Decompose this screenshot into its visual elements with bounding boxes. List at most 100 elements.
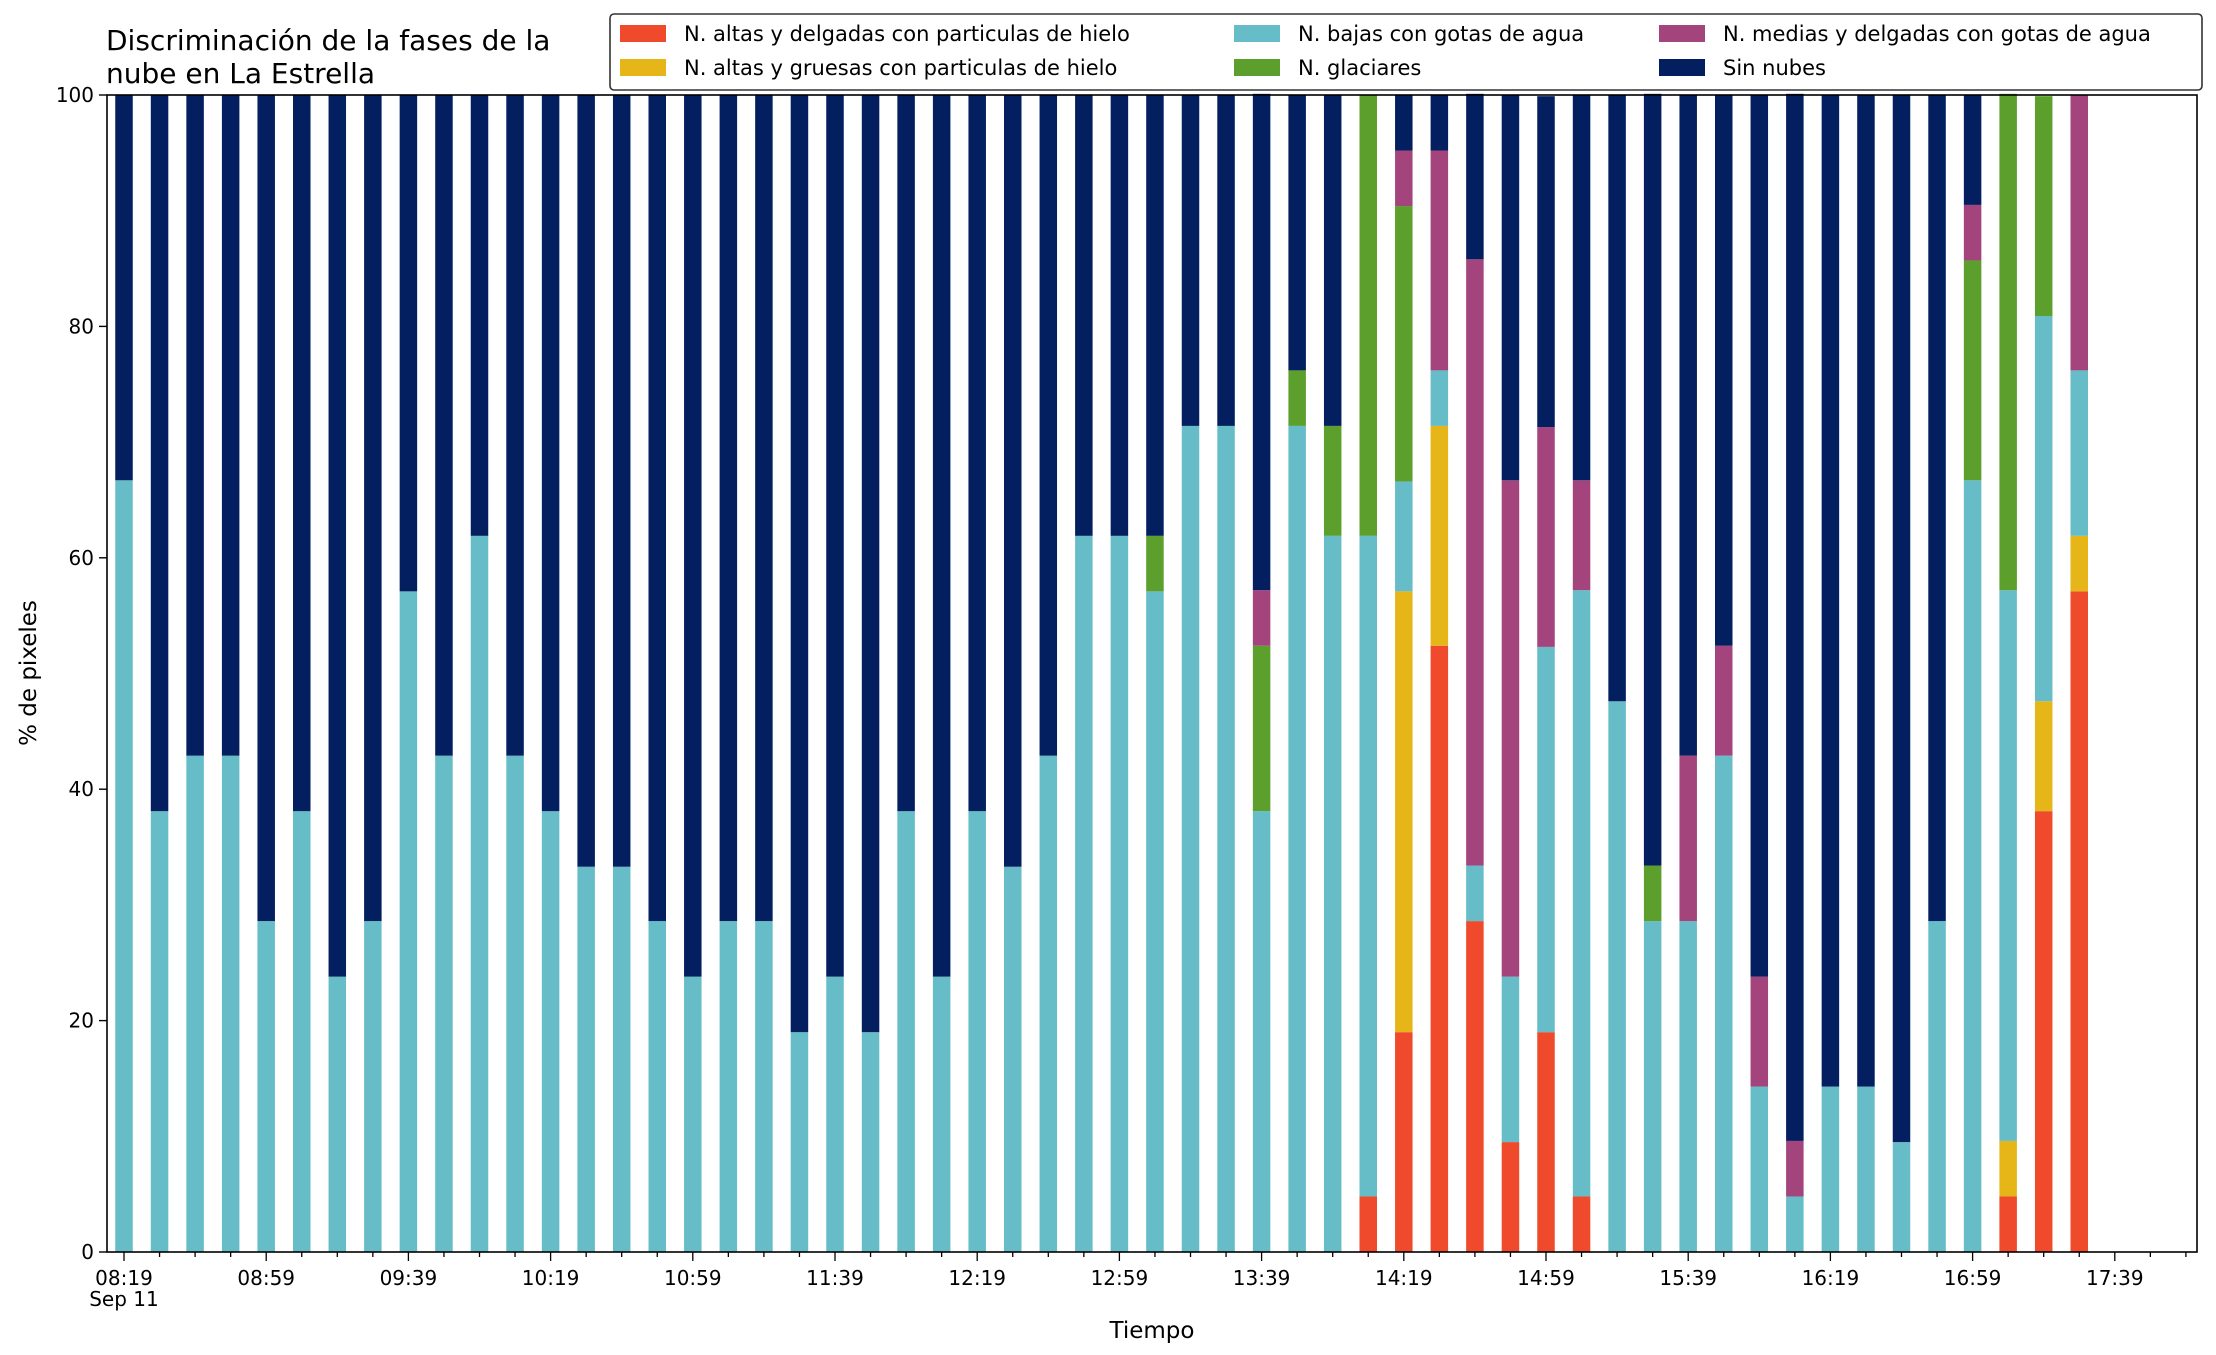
- bar-segment: [1430, 425, 1449, 646]
- bar-segment: [399, 591, 418, 1252]
- bar-segment: [1928, 95, 1946, 922]
- bar-segment: [1359, 535, 1377, 1197]
- bar-segment: [1679, 755, 1697, 922]
- bar-segment: [1323, 535, 1342, 1252]
- bar-segment: [1715, 95, 1733, 646]
- bar-segment: [150, 811, 169, 1252]
- bar-segment: [1252, 811, 1271, 1252]
- x-tick-label: 14:59: [1517, 1266, 1575, 1290]
- bar-segment: [1110, 535, 1129, 1252]
- bar-segment: [1359, 1196, 1377, 1252]
- bar-segment: [1821, 95, 1840, 1087]
- bar-segment: [186, 95, 204, 756]
- bar-segment: [1501, 480, 1520, 977]
- bar-segment: [1466, 259, 1484, 866]
- chart-title-line-1: Discriminación de la fases de la: [106, 24, 550, 57]
- bar-segment: [1750, 976, 1769, 1087]
- bar-segment: [1395, 206, 1413, 482]
- y-tick-label: 40: [69, 777, 94, 801]
- bar-segment: [1323, 425, 1342, 536]
- bar-segment: [1288, 370, 1306, 426]
- bar-segment: [1501, 1142, 1520, 1252]
- y-tick-label: 60: [69, 546, 94, 570]
- x-tick-label: 08:59: [237, 1266, 295, 1290]
- x-tick-label: 11:39: [806, 1266, 864, 1290]
- bar-segment: [1963, 260, 1982, 481]
- bar-segment: [293, 95, 311, 812]
- bar-segment: [861, 1032, 880, 1252]
- bar-segment: [1466, 921, 1484, 1252]
- x-axis: 08:19 08:59 09:39 10:19 10:59 11:39 12:19 12:59…: [89, 1252, 2187, 1311]
- bar-segment: [1643, 93, 1662, 866]
- bar-segment: [257, 921, 275, 1252]
- bar-segment: [826, 976, 844, 1252]
- legend-swatch: [1659, 59, 1705, 76]
- bar-segment: [1395, 95, 1413, 151]
- bar-segment: [1252, 93, 1271, 591]
- bar-segment: [1430, 645, 1449, 1252]
- x-tick-label: 09:39: [380, 1266, 438, 1290]
- bar-segment: [1501, 976, 1520, 1143]
- bar-segment: [1181, 425, 1200, 1252]
- bar-segment: [790, 95, 809, 1033]
- bar-segment: [1999, 1196, 2017, 1252]
- bar-segment: [1395, 150, 1413, 207]
- bar-segment: [612, 866, 631, 1252]
- x-tick-label: 17:39: [2086, 1266, 2144, 1290]
- bar-segment: [897, 95, 915, 812]
- bar-segment: [1999, 93, 2017, 591]
- bar-segment: [1359, 95, 1377, 536]
- bar-segment: [1821, 1086, 1840, 1252]
- bar-segment: [968, 95, 986, 812]
- bar-segment: [968, 811, 986, 1252]
- bar-segment: [1288, 95, 1306, 371]
- bar-segment: [684, 95, 702, 977]
- bar-segment: [1537, 1032, 1555, 1252]
- bar-segment: [364, 921, 382, 1252]
- bar-segment: [257, 95, 275, 922]
- bar-segment: [1679, 95, 1697, 756]
- y-tick-label: 100: [56, 83, 94, 107]
- bar-segment: [577, 866, 595, 1252]
- x-tick-label: 08:19: [95, 1266, 153, 1290]
- bar-segment: [1572, 1196, 1591, 1252]
- bar-segment: [1892, 1142, 1911, 1252]
- bar-segment: [1999, 1140, 2017, 1197]
- bar-segment: [435, 95, 453, 756]
- bar-segment: [1786, 93, 1804, 1141]
- bar-segment: [1110, 95, 1129, 536]
- bar-segment: [2070, 591, 2088, 1252]
- x-tick-label: 14:19: [1375, 1266, 1433, 1290]
- x-tick-label: 12:59: [1091, 1266, 1149, 1290]
- bar-segment: [1999, 590, 2017, 1141]
- bar-segment: [1075, 535, 1093, 1252]
- bar-segment: [1039, 95, 1058, 756]
- bar-segment: [1572, 590, 1591, 1197]
- bar-segment: [328, 95, 347, 977]
- bar-segment: [577, 95, 595, 867]
- bar-segment: [470, 535, 489, 1252]
- bar-segment: [541, 95, 560, 812]
- bar-segment: [1537, 427, 1555, 647]
- bar-segment: [1643, 921, 1662, 1252]
- bar-segment: [861, 95, 880, 1033]
- bar-segment: [1963, 480, 1982, 1252]
- plot-frame: [106, 94, 2198, 1253]
- bar-segment: [150, 95, 169, 812]
- bar-segment: [1430, 95, 1449, 151]
- bar-segment: [1395, 481, 1413, 592]
- bar-segment: [2034, 96, 2053, 316]
- bar-segment: [1786, 1196, 1804, 1252]
- bar-segment: [1572, 480, 1591, 591]
- legend-frame: [609, 13, 2203, 91]
- x-tick-label: 10:19: [522, 1266, 580, 1290]
- bar-segment: [1466, 865, 1484, 922]
- bar-segment: [1252, 645, 1271, 812]
- legend-swatch: [1234, 25, 1280, 42]
- bar-segment: [897, 811, 915, 1252]
- bar-segment: [221, 95, 240, 756]
- bar-segment: [541, 811, 560, 1252]
- legend-label: N. medias y delgadas con gotas de agua: [1723, 22, 2151, 46]
- bar-segment: [1963, 95, 1982, 205]
